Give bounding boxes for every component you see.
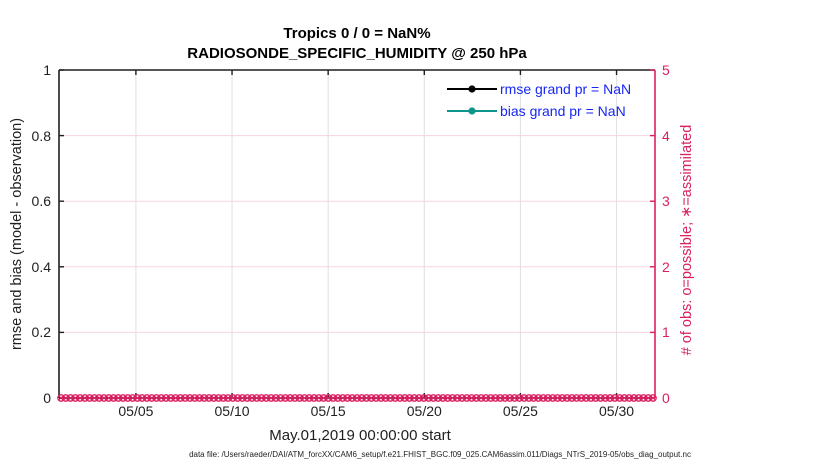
y-tick-label-left: 0.8	[31, 127, 51, 144]
rmse-line-marker-icon	[447, 85, 497, 93]
y-tick-label-left: 0.6	[31, 193, 51, 210]
legend-entry-bias: bias grand pr = NaN	[447, 100, 631, 122]
x-tick-label: 05/20	[406, 403, 442, 419]
x-tick-label: 05/05	[118, 403, 154, 419]
legend-entry-rmse: rmse grand pr = NaN	[447, 78, 631, 100]
y-tick-label-right: 3	[662, 193, 670, 210]
data-file-path: data file: /Users/raeder/DAI/ATM_forcXX/…	[189, 450, 691, 459]
plot-title: Tropics 0 / 0 = NaN%	[283, 25, 431, 42]
x-axis-label: May.01,2019 00:00:00 start	[269, 427, 451, 444]
y-tick-label-left: 0	[43, 390, 51, 406]
x-tick-label: 05/15	[310, 403, 346, 419]
y-tick-label-right: 0	[662, 390, 670, 406]
y-tick-label-right: 5	[662, 62, 670, 78]
legend-label-rmse: rmse grand pr = NaN	[500, 81, 632, 97]
legend-label-bias: bias grand pr = NaN	[500, 103, 626, 119]
y-tick-label-right: 1	[662, 324, 670, 341]
y-tick-label-left: 1	[43, 62, 51, 78]
y-tick-label-right: 4	[662, 127, 670, 144]
x-tick-label: 05/10	[214, 403, 250, 419]
y-tick-label-left: 0.2	[31, 324, 51, 341]
plot-subtitle: RADIOSONDE_SPECIFIC_HUMIDITY @ 250 hPa	[187, 45, 527, 62]
bias-line-marker-icon	[447, 107, 497, 115]
y-axis-label-right: # of obs: o=possible; ∗=assimilated	[679, 124, 695, 356]
y-tick-label-right: 2	[662, 258, 670, 275]
x-tick-label: 05/30	[599, 403, 635, 419]
y-tick-label-left: 0.4	[31, 258, 51, 275]
grid-lines	[59, 70, 655, 398]
legend: rmse grand pr = NaN bias grand pr = NaN	[447, 78, 631, 122]
title-block: Tropics 0 / 0 = NaN% RADIOSONDE_SPECIFIC…	[187, 24, 526, 64]
x-tick-label: 05/25	[502, 403, 538, 419]
y-axis-label-left: rmse and bias (model - observation)	[9, 117, 25, 351]
obs-count-markers	[57, 394, 657, 402]
